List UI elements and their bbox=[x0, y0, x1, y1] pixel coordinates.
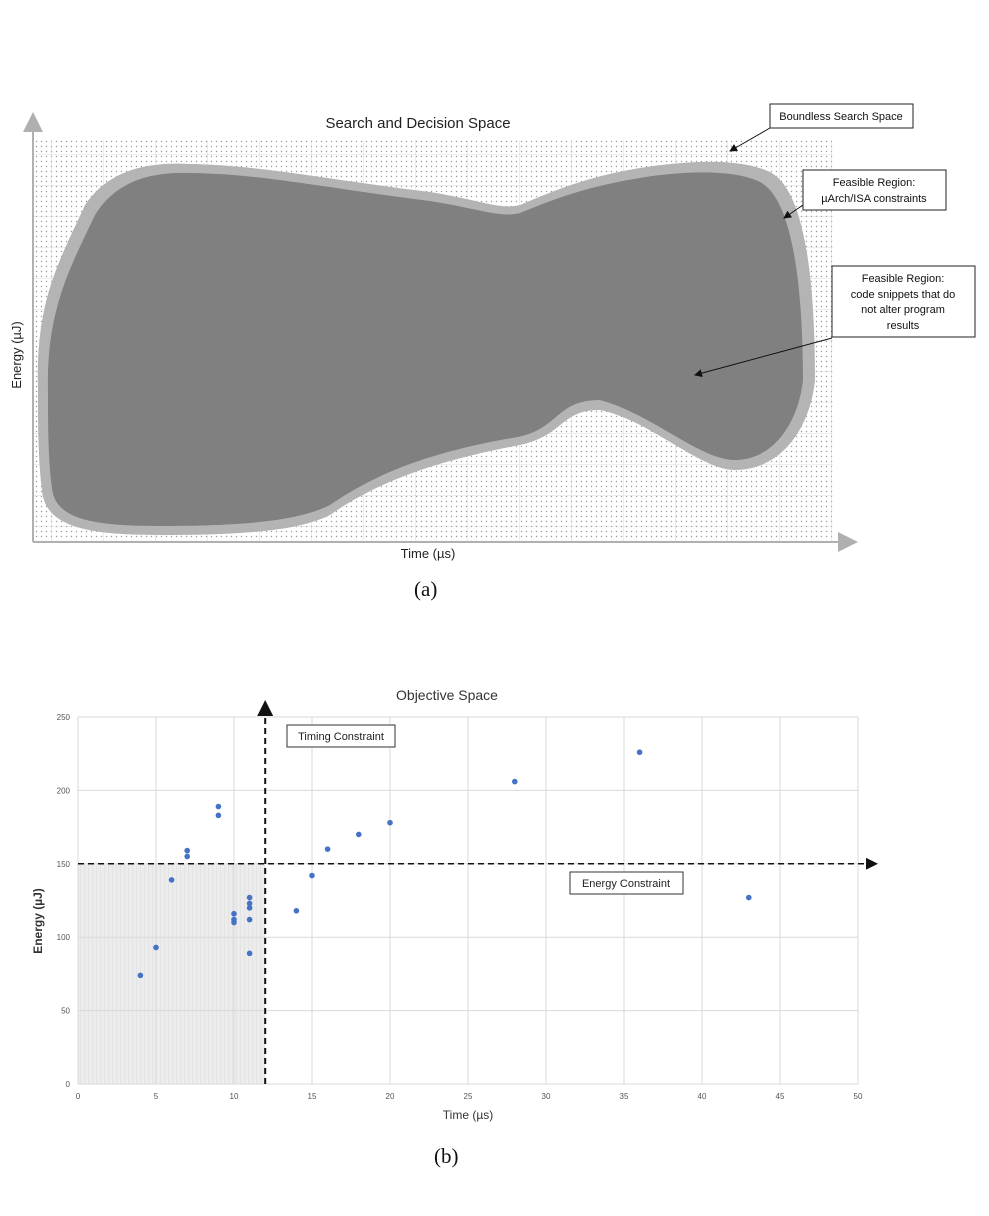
data-point bbox=[246, 916, 253, 923]
data-point bbox=[309, 872, 315, 879]
annotation-code-line4: results bbox=[887, 320, 920, 332]
timing-constraint-box bbox=[286, 724, 396, 748]
annotation-arrow-boundless bbox=[729, 127, 771, 152]
y-tick-label: 0 bbox=[66, 1080, 71, 1089]
data-point bbox=[168, 877, 175, 883]
x-tick-label: 20 bbox=[386, 1092, 395, 1101]
data-point bbox=[356, 831, 362, 838]
data-point bbox=[215, 812, 222, 819]
timing-constraint-label: Timing Constraint bbox=[298, 731, 384, 743]
y-tick-label: 100 bbox=[57, 933, 71, 942]
search-space-figure: Search and Decision Space Time (µs) Ener… bbox=[9, 103, 976, 561]
feasible-region-code bbox=[47, 172, 803, 526]
x-tick-label: 40 bbox=[698, 1092, 707, 1101]
caption-a: (a) bbox=[414, 577, 438, 601]
x-tick-label: 5 bbox=[154, 1092, 159, 1101]
data-point bbox=[231, 910, 237, 917]
annotation-uarch-line2: µArch/ISA constraints bbox=[821, 193, 927, 205]
data-point bbox=[246, 894, 253, 901]
x-tick-label: 15 bbox=[308, 1092, 317, 1101]
data-point bbox=[246, 905, 253, 911]
data-point bbox=[746, 894, 752, 901]
data-point bbox=[324, 846, 331, 852]
feasible-shaded-region bbox=[78, 863, 266, 1084]
annotation-uarch-line1: Feasible Region: bbox=[833, 177, 916, 189]
data-point bbox=[137, 972, 144, 979]
y-tick-label: 150 bbox=[57, 860, 71, 869]
annotation-code-line2: code snippets that do bbox=[851, 289, 956, 301]
data-point bbox=[184, 853, 190, 860]
caption-b: (b) bbox=[434, 1144, 459, 1168]
figure-a-title: Search and Decision Space bbox=[325, 115, 510, 132]
annotation-boundless: Boundless Search Space bbox=[779, 111, 903, 123]
x-tick-label: 25 bbox=[464, 1092, 473, 1101]
annotation-code-line1: Feasible Region: bbox=[862, 273, 945, 285]
chart-b-title: Objective Space bbox=[396, 687, 498, 703]
x-tick-label: 0 bbox=[76, 1092, 81, 1101]
objective-space-chart: 0 5 10 15 20 25 30 35 40 45 50 0 50 100 150 200 250 Obje… bbox=[31, 687, 878, 1122]
data-point bbox=[387, 819, 393, 826]
figure-a-xlabel: Time (µs) bbox=[401, 546, 456, 561]
x-tick-label: 35 bbox=[620, 1092, 629, 1101]
data-point bbox=[153, 944, 159, 951]
data-point bbox=[184, 847, 190, 854]
annotation-box-boundless bbox=[769, 103, 914, 129]
data-point bbox=[293, 907, 300, 914]
figure-a-ylabel: Energy (µJ) bbox=[9, 321, 24, 388]
annotation-box-uarch bbox=[802, 169, 947, 211]
x-tick-label: 45 bbox=[776, 1092, 785, 1101]
x-tick-label: 50 bbox=[854, 1092, 863, 1101]
data-point bbox=[215, 803, 222, 810]
data-point bbox=[636, 749, 643, 756]
annotation-code-line3: not alter program bbox=[861, 304, 945, 316]
chart-b-xlabel: Time (µs) bbox=[443, 1108, 493, 1122]
chart-b-ylabel: Energy (µJ) bbox=[31, 888, 45, 954]
data-point bbox=[246, 900, 253, 907]
data-point bbox=[246, 950, 253, 957]
y-tick-label: 200 bbox=[57, 786, 71, 795]
annotation-box-code bbox=[831, 265, 976, 338]
x-tick-label: 30 bbox=[542, 1092, 551, 1101]
data-point bbox=[512, 778, 518, 785]
energy-constraint-box bbox=[569, 871, 684, 895]
annotation-arrow-code bbox=[694, 337, 833, 378]
data-point bbox=[231, 916, 237, 923]
annotation-arrow-uarch bbox=[783, 204, 804, 219]
energy-constraint-label: Energy Constraint bbox=[582, 878, 670, 890]
y-tick-label: 50 bbox=[61, 1007, 70, 1016]
y-tick-label: 250 bbox=[57, 713, 71, 722]
x-tick-label: 10 bbox=[230, 1092, 239, 1101]
